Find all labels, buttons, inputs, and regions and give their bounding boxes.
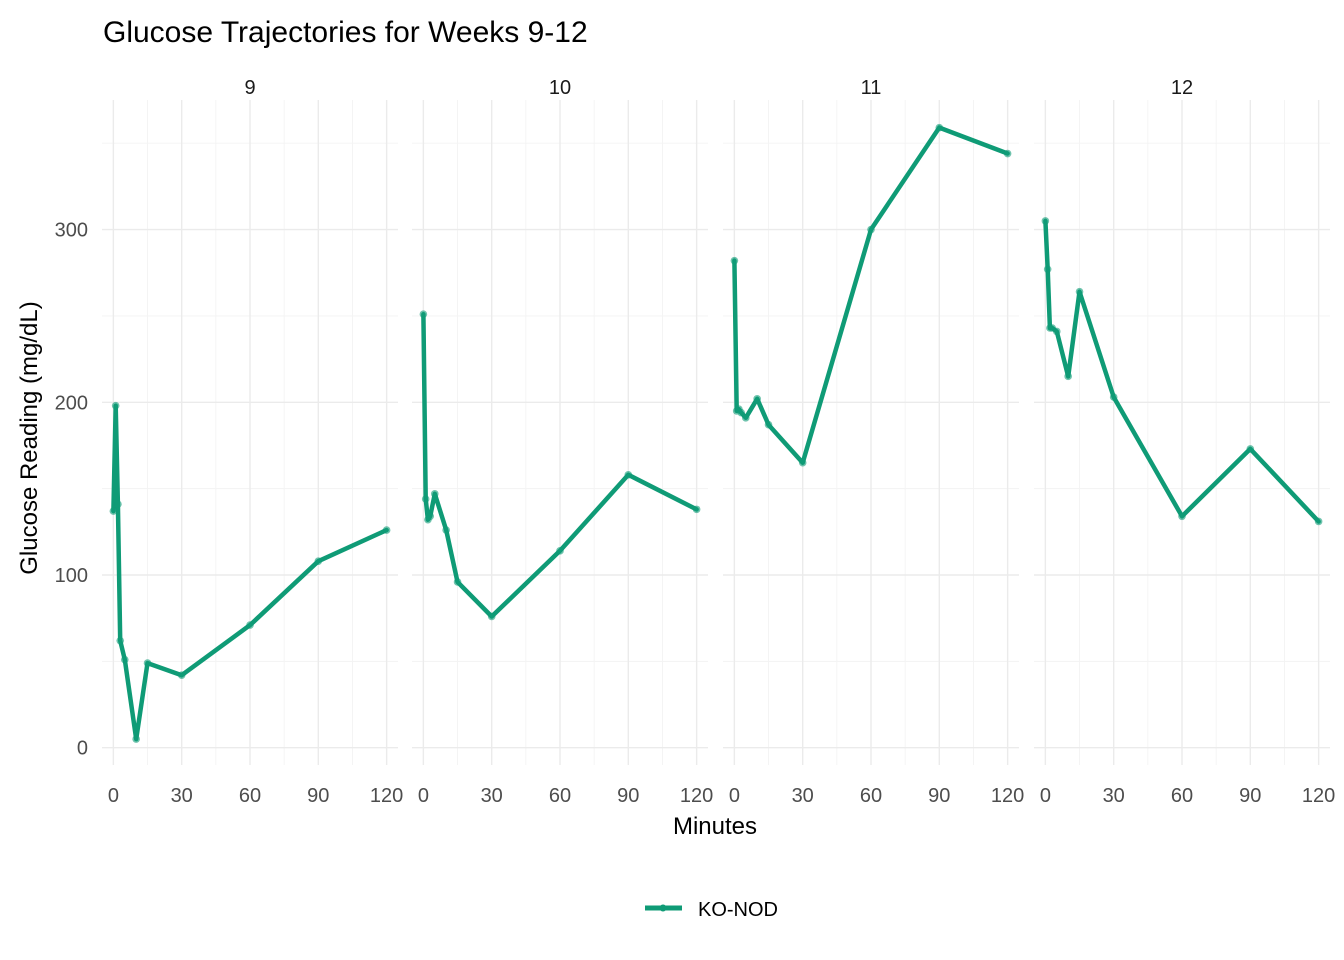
data-point: [430, 490, 439, 498]
y-tick-label: 200: [55, 392, 88, 414]
x-tick-label: 90: [928, 785, 950, 807]
y-tick-label: 300: [55, 220, 88, 242]
x-tick-label: 90: [1239, 785, 1261, 807]
data-point: [453, 578, 462, 586]
data-point: [1043, 265, 1052, 274]
data-point: [426, 512, 435, 521]
x-tick-label: 90: [307, 785, 329, 807]
facet-strip-label: 11: [861, 77, 882, 99]
x-tick-label: 120: [1302, 785, 1335, 807]
data-point: [442, 526, 450, 534]
data-point: [1314, 517, 1323, 526]
x-tick-label: 60: [239, 785, 261, 807]
x-tick-label: 60: [860, 785, 882, 807]
x-tick-label: 120: [991, 785, 1024, 807]
data-point: [421, 495, 430, 503]
x-tick-label: 60: [1171, 785, 1193, 807]
data-point: [314, 557, 323, 565]
data-point: [1064, 372, 1072, 381]
data-point: [114, 500, 122, 508]
facet-strip-label: 12: [1171, 77, 1193, 99]
data-point: [1041, 217, 1050, 225]
data-point: [177, 671, 186, 679]
data-point: [1109, 393, 1118, 401]
data-point: [1178, 512, 1186, 521]
data-point: [737, 408, 746, 417]
x-tick-label: 0: [418, 785, 429, 807]
data-point: [143, 659, 152, 667]
x-tick-label: 0: [108, 785, 119, 807]
data-point: [753, 395, 761, 403]
facet-panel-12: 120 30 60 90 120: [1034, 77, 1335, 807]
data-point: [624, 471, 633, 479]
data-point: [730, 256, 739, 265]
x-tick-label: 30: [171, 785, 193, 807]
facet-panel-10: 10 0 30 60 90 120: [412, 77, 713, 807]
data-point: [419, 310, 428, 318]
data-point: [246, 621, 254, 629]
data-point: [1003, 149, 1012, 158]
x-tick-label: 30: [481, 785, 503, 807]
data-point: [935, 123, 944, 132]
data-point: [556, 547, 564, 555]
y-tick-label: 0: [77, 738, 88, 760]
data-point: [487, 612, 496, 621]
chart-title: Glucose Trajectories for Weeks 9-12: [103, 16, 588, 49]
data-point: [798, 458, 807, 467]
x-tick-label: 60: [549, 785, 571, 807]
legend: KO-NOD: [645, 899, 778, 921]
x-tick-label: 120: [370, 785, 403, 807]
x-tick-label: 90: [617, 785, 639, 807]
x-tick-label: 30: [1103, 785, 1125, 807]
data-point: [109, 507, 118, 515]
data-point: [132, 735, 140, 743]
x-tick-label: 30: [792, 785, 814, 807]
legend-label: KO-NOD: [698, 899, 778, 921]
facet-panel-9: 90 30 60 90 120: [102, 77, 403, 807]
x-tick-label: 0: [729, 785, 740, 807]
data-point: [764, 420, 773, 429]
data-point: [692, 505, 701, 514]
data-point: [116, 636, 125, 645]
x-tick-label: 120: [680, 785, 713, 807]
data-point: [382, 526, 391, 534]
legend-key-point: [659, 904, 667, 912]
facet-panel-11: 11 0 30 60 90 120: [723, 77, 1024, 807]
x-tick-label: 0: [1040, 785, 1051, 807]
facet-strip-label: 10: [549, 77, 571, 99]
data-point: [1246, 445, 1255, 453]
y-tick-label: 100: [55, 565, 88, 587]
data-point: [867, 225, 875, 234]
data-point: [1075, 287, 1084, 296]
data-point: [1052, 327, 1061, 336]
x-axis-title: Minutes: [673, 813, 757, 840]
data-point: [120, 655, 129, 664]
y-axis-title: Glucose Reading (mg/dL): [16, 301, 43, 574]
facet-strip-label: 9: [244, 77, 255, 99]
data-point: [741, 414, 750, 422]
data-point: [111, 401, 120, 410]
